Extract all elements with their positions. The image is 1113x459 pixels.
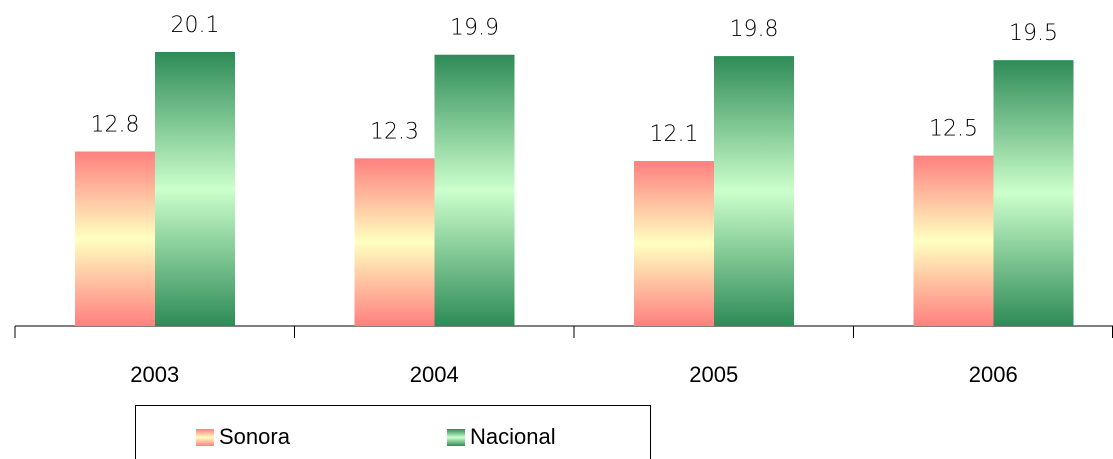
data-label: 12.5 (929, 117, 978, 142)
bar (913, 155, 994, 326)
bar (434, 54, 515, 326)
data-label: 12.8 (91, 113, 140, 138)
data-label: 12.1 (650, 122, 699, 147)
legend-box (135, 405, 651, 459)
bar (714, 56, 794, 327)
bar (354, 158, 435, 326)
legend-swatch (447, 429, 465, 446)
data-label: 19.5 (1009, 21, 1058, 46)
legend-label: Nacional (470, 424, 556, 449)
bar (155, 52, 235, 326)
data-label: 12.3 (370, 119, 419, 144)
bar (75, 151, 155, 326)
data-label: 19.9 (450, 16, 499, 41)
x-tick-label: 2006 (969, 362, 1018, 387)
x-tick-label: 2005 (689, 362, 738, 387)
x-tick-label: 2003 (130, 362, 179, 387)
bar (993, 60, 1074, 326)
data-label: 19.8 (730, 17, 779, 42)
data-label: 20.1 (171, 13, 220, 38)
legend-label: Sonora (219, 424, 291, 449)
x-tick-label: 2004 (410, 362, 459, 387)
legend-swatch (196, 429, 214, 446)
bar (634, 161, 714, 326)
